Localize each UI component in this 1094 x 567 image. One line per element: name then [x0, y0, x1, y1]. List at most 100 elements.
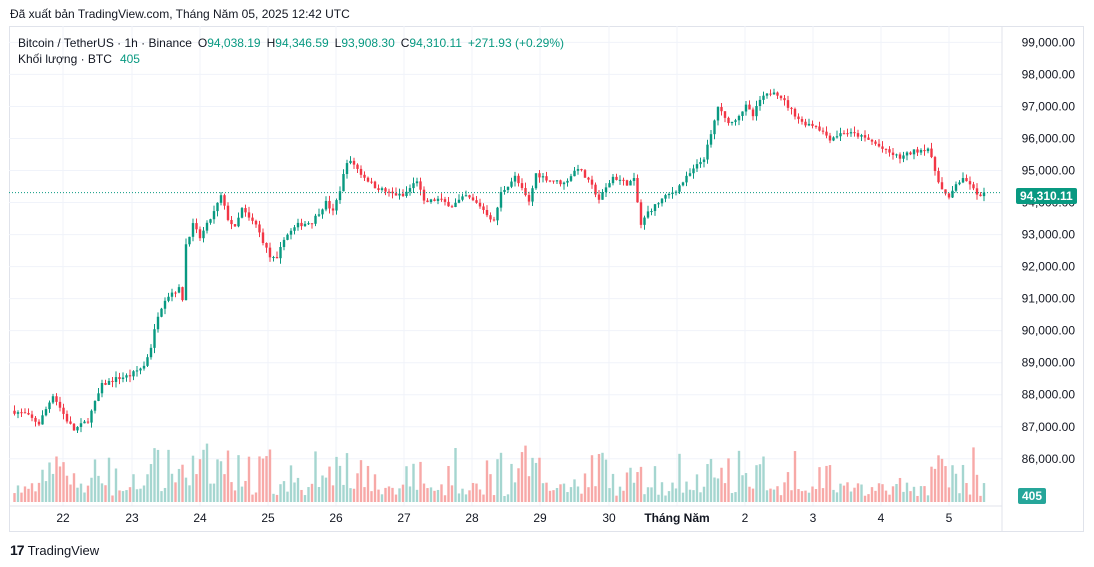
candle-body	[849, 132, 853, 134]
candle-body	[443, 199, 447, 202]
volume-bar	[464, 494, 468, 502]
volume-bar	[671, 482, 674, 502]
volume-bar	[79, 483, 83, 502]
candle-body	[534, 173, 538, 189]
volume-bar	[44, 481, 48, 502]
candle-body	[146, 357, 149, 366]
candle-body	[72, 423, 76, 431]
candle-body	[818, 126, 821, 131]
volume-bar	[972, 447, 975, 502]
candle-body	[188, 236, 191, 245]
candle-body	[940, 182, 944, 190]
volume-bar	[769, 488, 772, 502]
volume-bar	[55, 456, 58, 502]
candle-body	[905, 152, 909, 156]
volume-bar	[653, 466, 657, 502]
volume-bar	[359, 460, 363, 502]
volume-bar	[667, 491, 671, 502]
volume-bar	[895, 483, 898, 502]
price-tick-label: 99,000.00	[1022, 35, 1076, 49]
candle-body	[527, 195, 531, 202]
volume-bar	[191, 455, 195, 502]
volume-bar	[366, 465, 370, 502]
candle-body	[625, 180, 629, 186]
volume-bar	[702, 486, 706, 502]
candle-body	[695, 164, 699, 169]
time-tick-label: 27	[397, 511, 411, 525]
volume-bar	[517, 468, 520, 502]
candle-body	[790, 107, 793, 109]
volume-bar	[331, 485, 335, 502]
time-tick-label: 3	[810, 511, 817, 525]
candle-body	[772, 92, 776, 95]
candle-body	[846, 133, 849, 135]
candle-body	[951, 190, 954, 198]
tradingview-logo[interactable]: 17 TradingView	[10, 542, 99, 558]
price-tick-label: 86,000.00	[1022, 452, 1076, 466]
volume-bar	[62, 462, 65, 502]
candle-body	[954, 184, 958, 191]
candle-body	[310, 223, 314, 225]
candle-body	[713, 120, 716, 135]
volume-bar	[660, 482, 664, 502]
candle-body	[331, 208, 335, 211]
volume-bar	[874, 490, 877, 502]
candle-body	[202, 230, 205, 239]
volume-bar	[604, 459, 608, 502]
candle-body	[741, 111, 744, 116]
volume-bar	[947, 487, 951, 502]
volume-bar	[695, 474, 699, 502]
volume-bar	[174, 482, 177, 502]
candle-body	[919, 150, 923, 153]
volume-bar	[674, 488, 678, 502]
candle-body	[545, 176, 548, 181]
volume-bar	[65, 475, 69, 502]
volume-bar	[447, 465, 450, 502]
volume-bar	[433, 490, 436, 502]
candle-body	[419, 181, 422, 190]
candlestick-chart[interactable]: 99,000.00 98,000.00 97,000.00 96,000.00 95,0…	[9, 26, 1084, 532]
volume-bar	[167, 449, 170, 502]
candle-body	[590, 179, 594, 185]
volume-bar	[632, 482, 636, 502]
candle-body	[982, 192, 986, 197]
volume-bar	[853, 487, 856, 502]
candle-body	[632, 178, 636, 181]
candle-body	[776, 92, 779, 96]
candle-body	[349, 160, 352, 164]
candle-body	[758, 99, 762, 107]
volume-bar	[240, 486, 244, 502]
candle-body	[506, 186, 510, 190]
candle-body	[566, 180, 569, 183]
candle-body	[895, 154, 898, 156]
candle-body	[877, 143, 881, 147]
candle-body	[380, 188, 384, 190]
candle-body	[755, 106, 758, 117]
volume-bar	[863, 495, 867, 502]
candle-body	[881, 146, 884, 149]
candle-body	[408, 188, 412, 192]
volume-bar	[335, 456, 338, 502]
volume-bar	[205, 443, 209, 502]
candle-body	[468, 195, 471, 198]
volume-bar	[349, 488, 352, 502]
candle-body	[44, 409, 48, 416]
candle-body	[464, 195, 468, 197]
volume-bar	[454, 447, 457, 502]
candle-body	[394, 193, 398, 196]
candle-body	[685, 175, 688, 183]
volume-bar	[629, 467, 632, 502]
volume-bar	[860, 484, 863, 502]
candle-body	[608, 183, 611, 188]
open-value: 94,038.19	[207, 36, 261, 50]
candle-body	[79, 423, 83, 427]
chart-legend: Bitcoin / TetherUS · 1h · Binance O 94,0…	[18, 35, 564, 67]
ohlc-legend-row: Bitcoin / TetherUS · 1h · Binance O 94,0…	[18, 35, 564, 51]
candle-body	[643, 217, 646, 225]
candle-body	[125, 375, 128, 378]
candle-body	[548, 180, 552, 182]
volume-bar	[324, 477, 328, 502]
volume-bar	[139, 488, 142, 502]
volume-bar	[436, 489, 440, 502]
candle-body	[958, 182, 961, 185]
